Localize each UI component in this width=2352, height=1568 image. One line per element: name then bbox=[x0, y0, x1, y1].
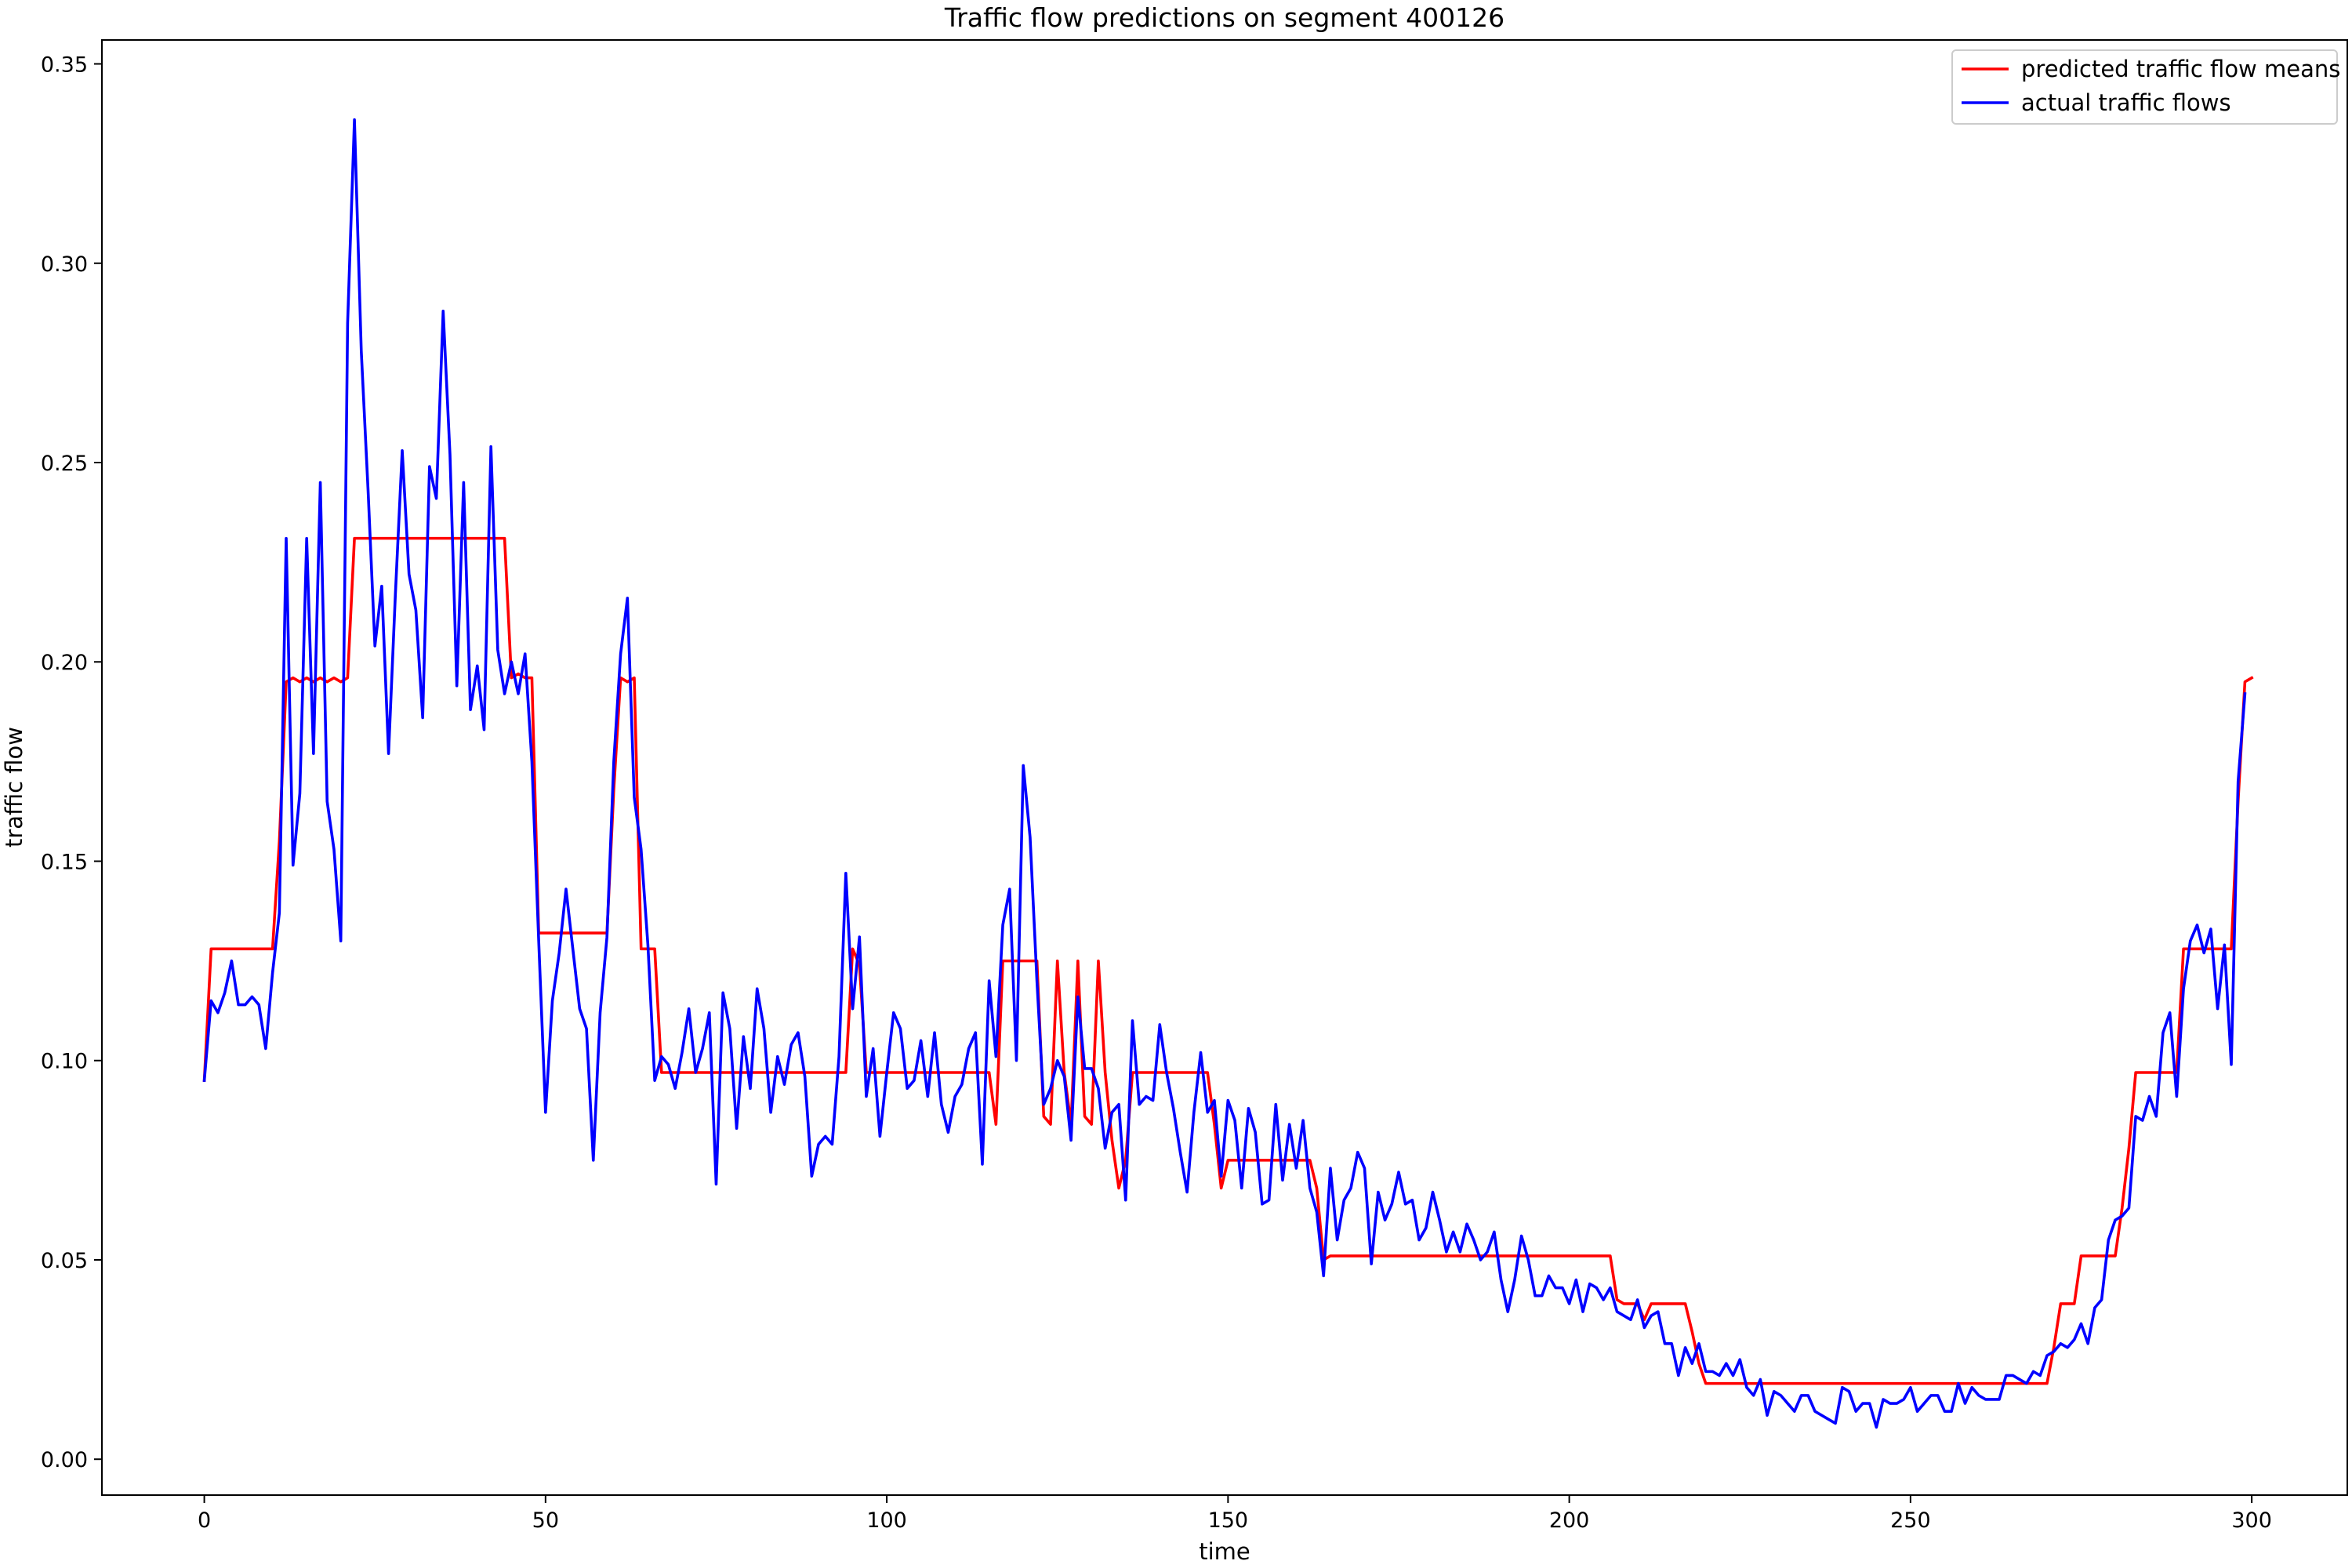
x-tick-label: 200 bbox=[1549, 1508, 1590, 1533]
x-tick-label: 50 bbox=[532, 1508, 559, 1533]
legend-box bbox=[1951, 49, 2338, 125]
chart-title: Traffic flow predictions on segment 4001… bbox=[944, 2, 1504, 33]
y-tick-label: 0.20 bbox=[41, 651, 88, 675]
series-layer bbox=[202, 118, 2254, 1429]
y-tick-label: 0.00 bbox=[41, 1448, 88, 1472]
x-tick-label: 300 bbox=[2231, 1508, 2272, 1533]
x-tick-label: 100 bbox=[866, 1508, 907, 1533]
x-tick-label: 250 bbox=[1890, 1508, 1931, 1533]
y-tick-label: 0.35 bbox=[41, 53, 88, 78]
plot-frame bbox=[101, 39, 2348, 1496]
legend-label: predicted traffic flow means bbox=[2021, 56, 2340, 82]
series-line-actual bbox=[202, 118, 2247, 1429]
x-tick-label: 0 bbox=[198, 1508, 211, 1533]
x-axis-label: time bbox=[1199, 1538, 1250, 1565]
y-tick-label: 0.30 bbox=[41, 252, 88, 277]
y-tick-label: 0.25 bbox=[41, 452, 88, 476]
legend: predicted traffic flow means actual traff… bbox=[1951, 49, 2340, 125]
y-tick-label: 0.10 bbox=[41, 1050, 88, 1074]
y-axis: 0.00 0.05 0.10 0.15 0.20 0.25 0.30 0.35 bbox=[41, 53, 102, 1472]
y-axis-label: traffic flow bbox=[1, 727, 27, 848]
y-tick-label: 0.15 bbox=[41, 850, 88, 874]
legend-label: actual traffic flows bbox=[2021, 89, 2231, 116]
x-tick-label: 150 bbox=[1208, 1508, 1249, 1533]
x-axis: 0 50 100 150 200 250 300 bbox=[198, 1495, 2272, 1533]
y-tick-label: 0.05 bbox=[41, 1249, 88, 1273]
